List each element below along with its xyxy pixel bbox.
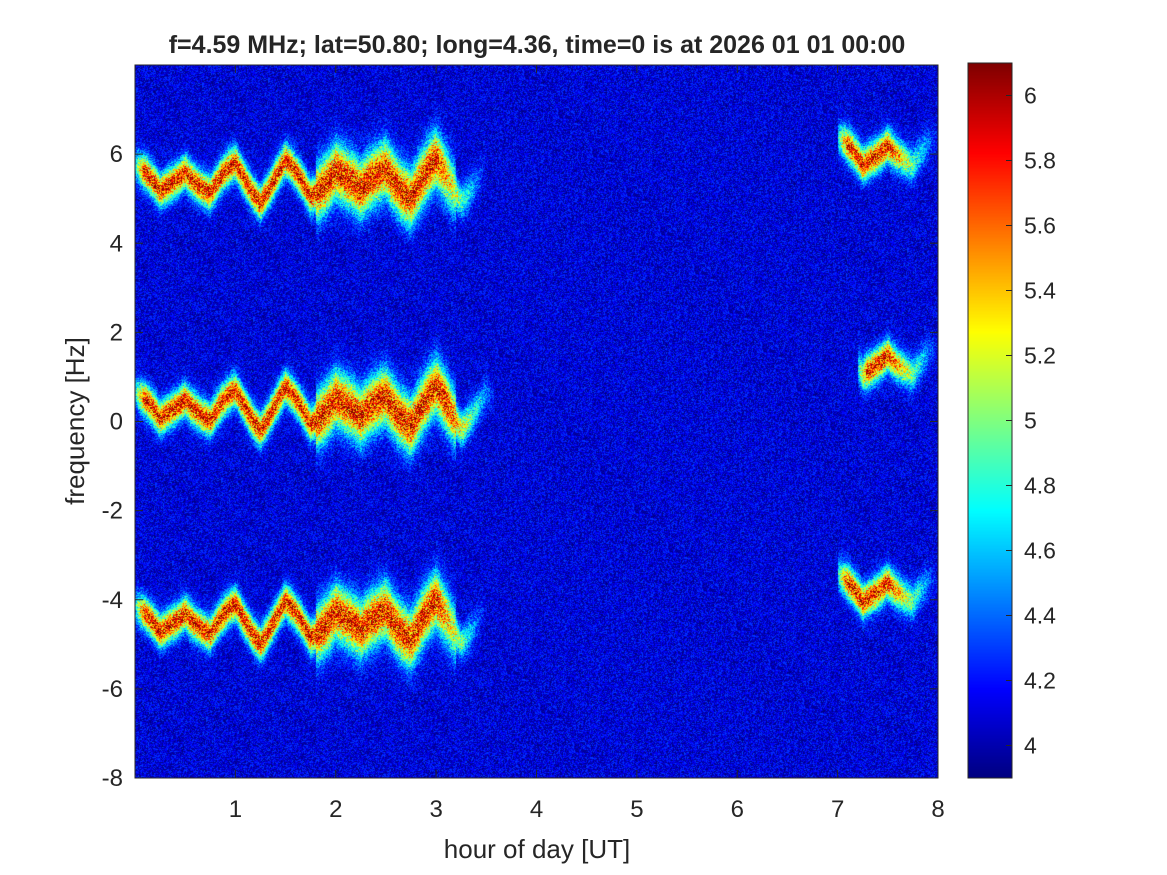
y-tick-label: -6 xyxy=(102,676,123,703)
colorbar-tick-label: 4.6 xyxy=(1024,538,1056,564)
colorbar-tick-label: 5.2 xyxy=(1024,343,1056,369)
x-tick-label: 6 xyxy=(731,796,744,823)
y-tick-label: 0 xyxy=(110,409,123,436)
colorbar-tick-label: 5.6 xyxy=(1024,213,1056,239)
colorbar-frame xyxy=(968,63,1012,778)
colorbar-tick-label: 4.2 xyxy=(1024,668,1056,694)
colorbar-image xyxy=(968,63,1012,778)
x-tick-label: 8 xyxy=(931,796,944,823)
y-tick-label: -2 xyxy=(102,498,123,525)
chart-title: f=4.59 MHz; lat=50.80; long=4.36, time=0… xyxy=(169,31,906,59)
y-tick-label: -8 xyxy=(102,765,123,792)
colorbar-axis: 4 4.2 4.4 4.6 4.8 5 5.2 5.4 5.6 5.8 6 xyxy=(1006,83,1056,759)
x-tick-label: 1 xyxy=(229,796,242,823)
y-tick-label: 6 xyxy=(110,141,123,168)
x-axis-label: hour of day [UT] xyxy=(444,834,630,864)
colorbar-tick-label: 4 xyxy=(1024,733,1037,759)
colorbar-tick-label: 5.4 xyxy=(1024,278,1056,304)
x-axis: 1 2 3 4 5 6 7 8 xyxy=(229,65,945,823)
y-tick-label: -4 xyxy=(102,587,123,614)
heatmap-frame xyxy=(135,65,938,778)
x-tick-label: 4 xyxy=(530,796,543,823)
heatmap-image xyxy=(135,65,938,778)
x-tick-label: 3 xyxy=(429,796,442,823)
colorbar-tick-label: 6 xyxy=(1024,83,1037,109)
colorbar-tick-label: 5.8 xyxy=(1024,148,1056,174)
x-tick-label: 5 xyxy=(630,796,643,823)
y-axis: -8 -6 -4 -2 0 2 4 6 xyxy=(102,141,938,792)
y-tick-label: 4 xyxy=(110,230,123,257)
y-tick-label: 2 xyxy=(110,319,123,346)
colorbar-tick-label: 5 xyxy=(1024,408,1037,434)
colorbar-tick-label: 4.4 xyxy=(1024,603,1056,629)
x-tick-label: 7 xyxy=(831,796,844,823)
y-axis-label: frequency [Hz] xyxy=(60,337,90,505)
colorbar-tick-label: 4.8 xyxy=(1024,473,1056,499)
x-tick-label: 2 xyxy=(329,796,342,823)
